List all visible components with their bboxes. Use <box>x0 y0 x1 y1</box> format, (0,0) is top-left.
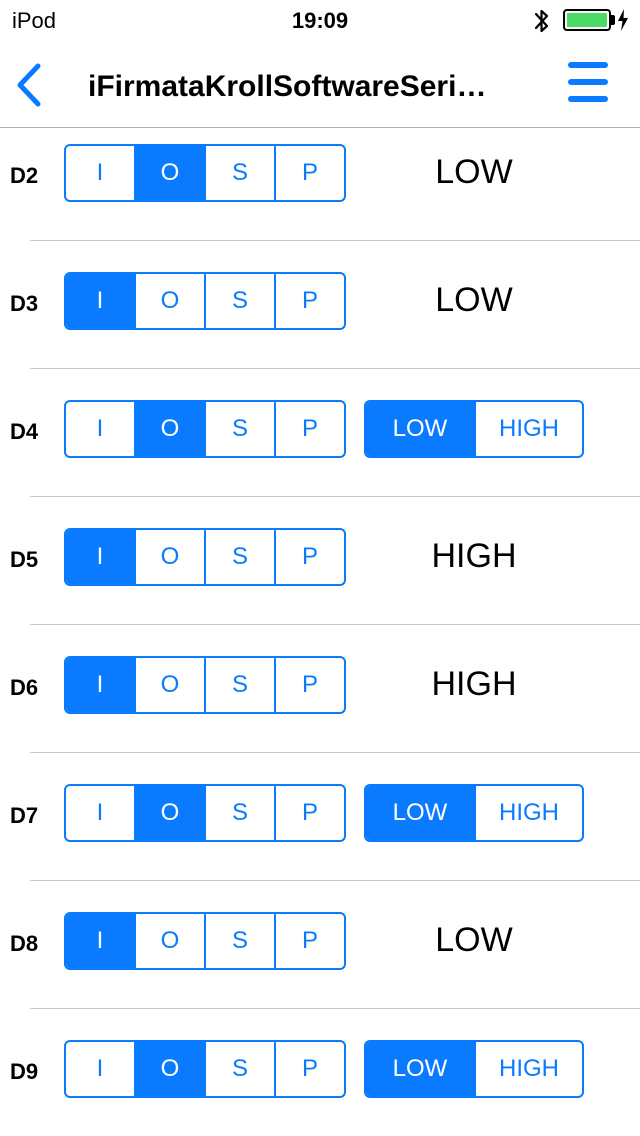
mode-segment-s[interactable]: S <box>204 530 274 584</box>
mode-segment-p[interactable]: P <box>274 658 344 712</box>
pin-row: D9 I O S P LOW HIGH <box>0 1009 640 1136</box>
mode-segment-i[interactable]: I <box>66 530 134 584</box>
back-button[interactable] <box>10 62 50 108</box>
row-divider <box>30 752 640 753</box>
mode-segment-s[interactable]: S <box>204 1042 274 1096</box>
battery-level-fill <box>567 13 607 27</box>
battery-tip <box>611 15 615 25</box>
mode-segment-p[interactable]: P <box>274 402 344 456</box>
pin-label: D5 <box>10 547 39 572</box>
mode-segment-i[interactable]: I <box>96 799 104 826</box>
pin-label: D3 <box>10 291 39 316</box>
pin-row: D6 I O S P HIGH <box>0 625 640 753</box>
mode-segment-i[interactable]: I <box>66 274 134 328</box>
menu-button[interactable] <box>566 60 610 104</box>
row-divider <box>30 368 640 369</box>
pin-row: D2 I O S P LOW <box>0 129 640 241</box>
mode-segment-p[interactable]: P <box>274 274 344 328</box>
mode-segment-p[interactable]: P <box>274 530 344 584</box>
mode-segment-i[interactable]: I <box>66 914 134 968</box>
pin-label: D7 <box>10 803 39 828</box>
pin-value-label: HIGH <box>431 537 517 575</box>
pin-value-label: LOW <box>435 921 513 959</box>
level-option-high[interactable]: HIGH <box>474 786 582 840</box>
row-divider <box>30 880 640 881</box>
pin-value-label: LOW <box>435 281 513 319</box>
mode-segment-o[interactable]: O <box>134 1042 204 1096</box>
charging-icon <box>618 9 628 31</box>
mode-segment-p[interactable]: P <box>274 146 344 200</box>
pin-label: D6 <box>10 675 39 700</box>
mode-segment-o[interactable]: O <box>134 530 204 584</box>
pin-label: D4 <box>10 419 39 444</box>
pin-row: D4 I O S P LOW HIGH <box>0 369 640 497</box>
bluetooth-icon <box>534 9 549 33</box>
pin-label: D8 <box>10 931 39 956</box>
mode-segment-p[interactable]: P <box>274 1042 344 1096</box>
mode-segment-s[interactable]: S <box>204 914 274 968</box>
pin-label: D2 <box>10 163 39 188</box>
mode-segment-s[interactable]: S <box>204 658 274 712</box>
row-divider <box>30 240 640 241</box>
mode-segment-o[interactable]: O <box>134 658 204 712</box>
status-time: 19:09 <box>291 8 349 33</box>
chevron-left-icon <box>17 63 41 107</box>
mode-segment-i[interactable]: I <box>96 159 104 186</box>
level-option-high[interactable]: HIGH <box>474 402 582 456</box>
level-option-low[interactable]: LOW <box>366 786 474 840</box>
level-option-low[interactable]: LOW <box>366 402 474 456</box>
pin-level-toggle: LOW HIGH <box>364 1040 584 1098</box>
mode-segment-i[interactable]: I <box>96 415 104 442</box>
mode-segment-s[interactable]: S <box>204 786 274 840</box>
status-bar: iPod 19:09 <box>0 0 640 40</box>
mode-segment-p[interactable]: P <box>274 786 344 840</box>
pin-value-label: HIGH <box>431 665 517 703</box>
pin-list: D2 I O S P LOW D3 I O S P LOW D4 I O S P LOW HIGH D5 I O S P HIG… <box>0 129 640 1136</box>
navigation-bar: iFirmataKrollSoftwareSeri… <box>0 40 640 128</box>
row-divider <box>30 1008 640 1009</box>
mode-segment-i[interactable]: I <box>96 1055 104 1082</box>
mode-segment-s[interactable]: S <box>204 402 274 456</box>
row-divider <box>30 624 640 625</box>
pin-row: D7 I O S P LOW HIGH <box>0 753 640 881</box>
mode-segment-s[interactable]: S <box>204 146 274 200</box>
mode-segment-o[interactable]: O <box>134 914 204 968</box>
pin-level-toggle: LOW HIGH <box>364 400 584 458</box>
level-option-high[interactable]: HIGH <box>474 1042 582 1096</box>
mode-segment-s[interactable]: S <box>204 274 274 328</box>
pin-row: D3 I O S P LOW <box>0 241 640 369</box>
battery-icon <box>563 9 611 31</box>
mode-segment-p[interactable]: P <box>274 914 344 968</box>
mode-segment-i[interactable]: I <box>66 658 134 712</box>
pin-row: D5 I O S P HIGH <box>0 497 640 625</box>
pin-value-label: LOW <box>435 153 513 191</box>
pin-level-toggle: LOW HIGH <box>364 784 584 842</box>
mode-segment-o[interactable]: O <box>134 402 204 456</box>
mode-segment-o[interactable]: O <box>134 274 204 328</box>
level-option-low[interactable]: LOW <box>366 1042 474 1096</box>
row-divider <box>30 496 640 497</box>
mode-segment-o[interactable]: O <box>134 146 204 200</box>
mode-segment-o[interactable]: O <box>134 786 204 840</box>
carrier-label: iPod <box>12 8 57 33</box>
page-title: iFirmataKrollSoftwareSeri… <box>88 70 487 103</box>
pin-row: D8 I O S P LOW <box>0 881 640 1009</box>
pin-label: D9 <box>10 1059 39 1084</box>
